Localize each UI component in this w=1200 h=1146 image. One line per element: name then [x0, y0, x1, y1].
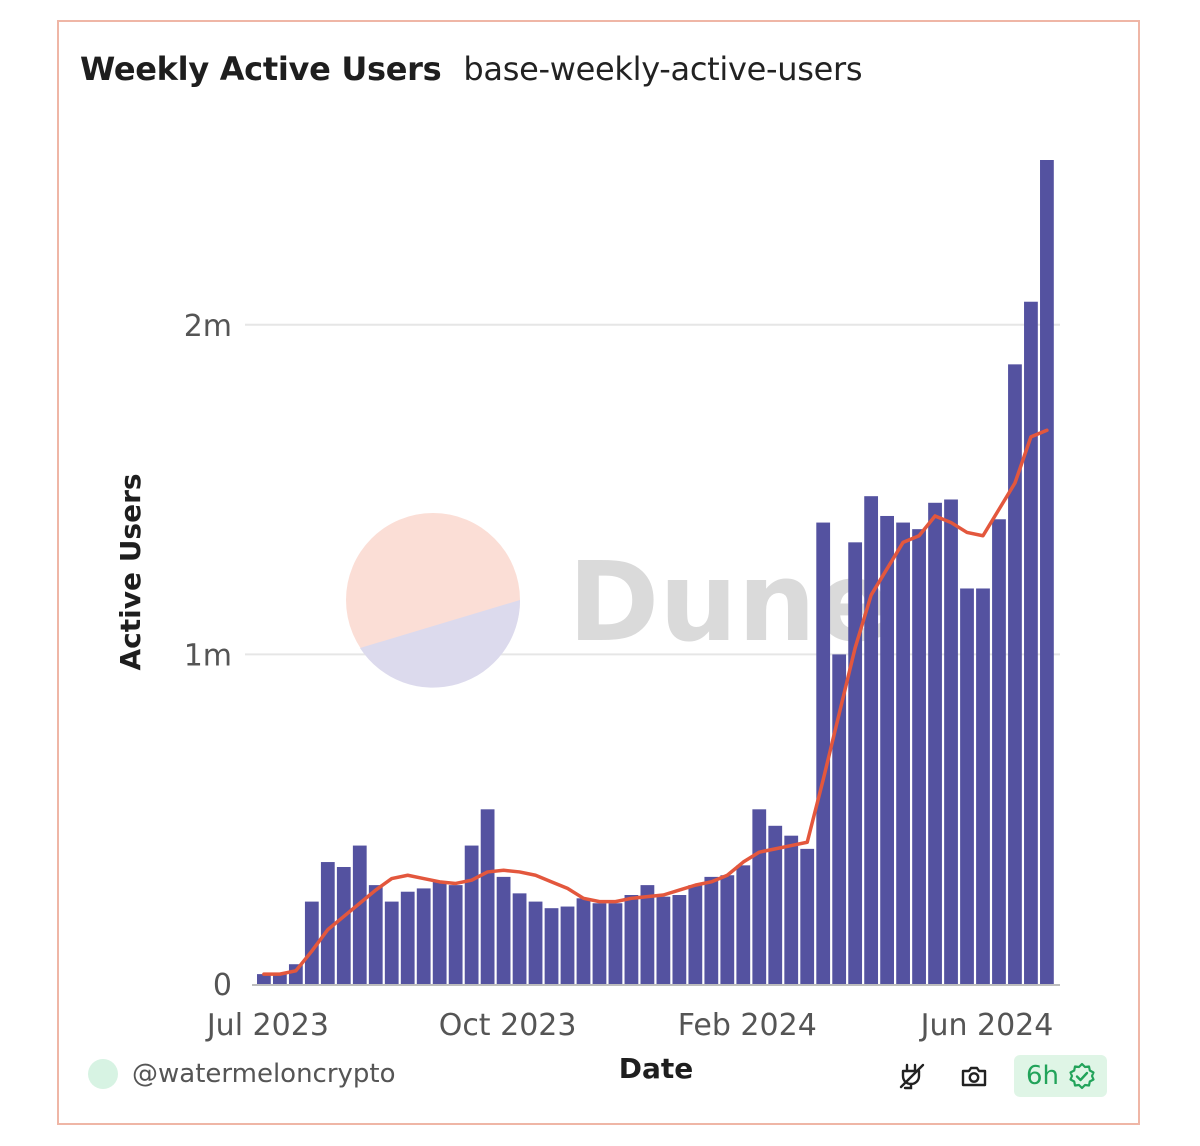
- x-tick-label: Jul 2023: [205, 1008, 329, 1043]
- x-tick-label: Jun 2024: [919, 1008, 1054, 1043]
- y-tick-label: 0: [213, 968, 232, 1003]
- bar[interactable]: [512, 893, 527, 984]
- bar[interactable]: [368, 885, 383, 984]
- verified-check-icon: [1067, 1061, 1097, 1091]
- bar[interactable]: [1040, 160, 1054, 984]
- bar[interactable]: [1008, 364, 1022, 984]
- bar[interactable]: [992, 519, 1006, 984]
- bar[interactable]: [736, 865, 751, 984]
- bar[interactable]: [496, 876, 511, 984]
- bar[interactable]: [912, 529, 926, 984]
- bar[interactable]: [800, 848, 815, 984]
- bar[interactable]: [752, 809, 767, 984]
- bar[interactable]: [848, 542, 863, 984]
- bar[interactable]: [1024, 301, 1038, 984]
- bar[interactable]: [896, 522, 910, 984]
- bar[interactable]: [304, 901, 319, 984]
- bar[interactable]: [864, 496, 879, 984]
- y-tick-label: 1m: [184, 638, 232, 673]
- bar[interactable]: [656, 896, 671, 984]
- trend-line[interactable]: [262, 428, 1049, 976]
- bar[interactable]: [880, 515, 894, 984]
- bar[interactable]: [528, 901, 543, 984]
- query-name[interactable]: base-weekly-active-users: [463, 50, 863, 88]
- bar[interactable]: [544, 908, 559, 984]
- bar[interactable]: [480, 809, 495, 984]
- bar[interactable]: [400, 891, 415, 984]
- author-credit[interactable]: @watermeloncrypto: [88, 1059, 396, 1089]
- bar[interactable]: [464, 845, 479, 984]
- chart-toolbar: 6h: [890, 1054, 1108, 1098]
- bar[interactable]: [257, 974, 271, 984]
- bar[interactable]: [928, 502, 942, 984]
- bar[interactable]: [832, 654, 847, 984]
- bar[interactable]: [672, 895, 687, 984]
- bar[interactable]: [352, 845, 367, 984]
- chart-title-main: Weekly Active Users: [80, 50, 442, 88]
- bar[interactable]: [320, 862, 335, 984]
- x-tick-label: Feb 2024: [678, 1008, 817, 1043]
- bar[interactable]: [608, 903, 623, 984]
- bar[interactable]: [816, 522, 831, 984]
- bar[interactable]: [272, 974, 287, 984]
- x-tick-label: Oct 2023: [439, 1008, 577, 1043]
- author-avatar: [88, 1059, 118, 1089]
- bar[interactable]: [448, 885, 463, 984]
- bar[interactable]: [784, 835, 799, 984]
- bar[interactable]: [336, 866, 351, 984]
- bar[interactable]: [720, 875, 735, 984]
- plug-icon[interactable]: [890, 1054, 934, 1098]
- bar[interactable]: [688, 885, 703, 984]
- bar[interactable]: [960, 588, 974, 984]
- y-tick-label: 2m: [184, 309, 232, 344]
- bar[interactable]: [640, 885, 655, 984]
- bar[interactable]: [576, 898, 591, 984]
- bar[interactable]: [560, 906, 575, 984]
- bar[interactable]: [976, 588, 990, 984]
- dune-logo-segment: [360, 600, 521, 688]
- bar[interactable]: [384, 901, 399, 984]
- bar[interactable]: [624, 895, 639, 984]
- y-axis-title: Active Users: [114, 473, 147, 670]
- bar[interactable]: [704, 876, 719, 984]
- bar[interactable]: [944, 499, 958, 984]
- camera-icon[interactable]: [952, 1054, 996, 1098]
- dune-watermark: Dune: [568, 538, 891, 666]
- author-username[interactable]: @watermeloncrypto: [132, 1059, 396, 1089]
- bar[interactable]: [416, 888, 431, 984]
- bar[interactable]: [592, 903, 607, 984]
- refresh-interval: 6h: [1026, 1061, 1060, 1091]
- x-axis-title: Date: [619, 1052, 694, 1085]
- bar[interactable]: [768, 825, 783, 984]
- bar[interactable]: [432, 881, 447, 984]
- chart-title: Weekly Active Users base-weekly-active-us…: [80, 50, 863, 88]
- refresh-badge[interactable]: 6h: [1014, 1055, 1108, 1097]
